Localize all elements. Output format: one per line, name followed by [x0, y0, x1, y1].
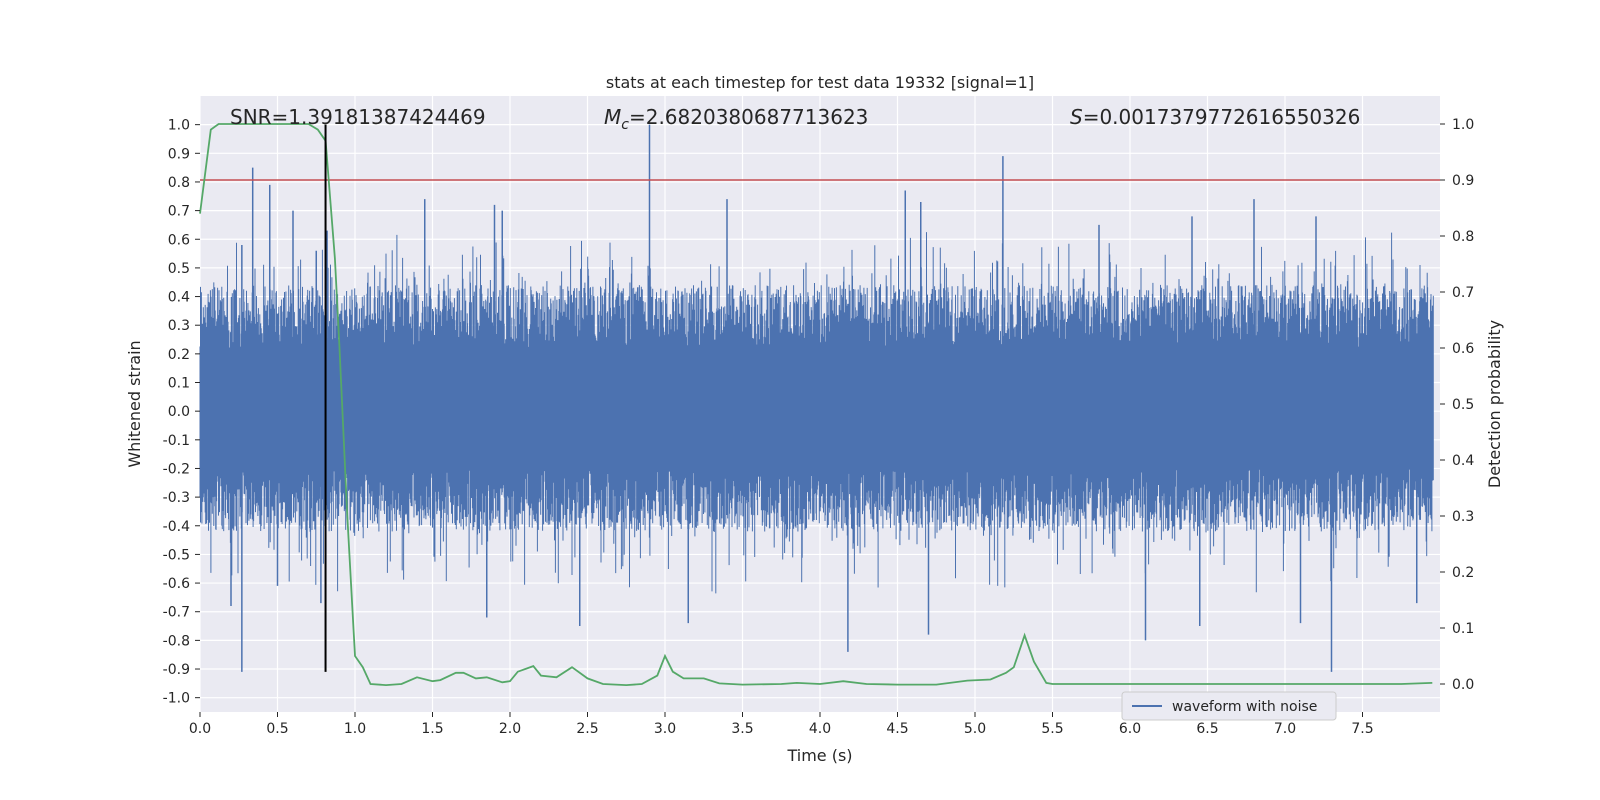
y2-tick-label-8: 0.2 [1452, 565, 1474, 581]
mc-value: =2.6820380687713623 [629, 105, 868, 129]
probability-series [199, 123, 1433, 687]
y-tick-label-3: 0.7 [168, 204, 190, 220]
y-tick-label-4: 0.6 [168, 232, 190, 248]
x-tick-label-0: 0.0 [189, 721, 211, 737]
x-tick-label-13: 6.5 [1196, 721, 1218, 737]
y-tick-label-17: -0.7 [163, 605, 190, 621]
x-tick-label-8: 4.0 [809, 721, 831, 737]
x-tick-label-9: 4.5 [886, 721, 908, 737]
x-tick-label-15: 7.5 [1351, 721, 1373, 737]
x-tick-label-1: 0.5 [266, 721, 288, 737]
y2-tick-label-2: 0.8 [1452, 229, 1474, 245]
x-tick-label-12: 6.0 [1119, 721, 1141, 737]
x-tick-label-14: 7.0 [1274, 721, 1296, 737]
y2-axis-label: Detection probability [1485, 320, 1504, 488]
y2-tick-label-7: 0.3 [1452, 509, 1474, 525]
y2-tick-label-4: 0.6 [1452, 341, 1474, 357]
s-symbol: S [1070, 105, 1083, 129]
y-tick-label-13: -0.3 [163, 490, 190, 506]
y-tick-label-7: 0.3 [168, 318, 190, 334]
y-tick-label-18: -0.8 [163, 633, 190, 649]
y-tick-label-16: -0.6 [163, 576, 190, 592]
s-value: =0.0017379772616550326 [1083, 105, 1361, 129]
y2-tick-label-9: 0.1 [1452, 621, 1474, 637]
x-tick-label-4: 2.0 [499, 721, 521, 737]
waveform-noise-band [199, 232, 1434, 594]
y-tick-label-11: -0.1 [163, 433, 190, 449]
y-axis-label: Whitened strain [125, 340, 144, 467]
legend: waveform with noise [1121, 691, 1337, 721]
y-tick-label-9: 0.1 [168, 376, 190, 392]
x-tick-label-5: 2.5 [576, 721, 598, 737]
x-axis-label: Time (s) [786, 746, 852, 765]
snr-annotation: SNR=1.39181387424469 [230, 105, 486, 129]
y-tick-label-0: 1.0 [168, 118, 190, 134]
x-tick-label-3: 1.5 [421, 721, 443, 737]
x-tick-label-11: 5.5 [1041, 721, 1063, 737]
mc-subscript: c [621, 117, 629, 133]
y-tick-label-14: -0.4 [163, 519, 190, 535]
x-tick-label-7: 3.5 [731, 721, 753, 737]
y-tick-label-15: -0.5 [163, 547, 190, 563]
x-tick-label-6: 3.0 [654, 721, 676, 737]
y2-tick-label-6: 0.4 [1452, 453, 1474, 469]
legend-label: waveform with noise [1172, 699, 1317, 715]
y-tick-label-12: -0.2 [163, 461, 190, 477]
y2-tick-label-0: 1.0 [1452, 117, 1474, 133]
y-tick-label-10: 0.0 [168, 404, 190, 420]
y-tick-label-5: 0.5 [168, 261, 190, 277]
probability-line [199, 123, 1433, 687]
y-tick-label-2: 0.8 [168, 175, 190, 191]
y-tick-label-19: -0.9 [163, 662, 190, 678]
chart-title: stats at each timestep for test data 193… [606, 73, 1034, 92]
x-tick-label-2: 1.0 [344, 721, 366, 737]
s-annotation: S=0.0017379772616550326 [1070, 105, 1360, 129]
y-tick-label-8: 0.2 [168, 347, 190, 363]
y2-tick-label-10: 0.0 [1452, 677, 1474, 693]
y-tick-label-1: 0.9 [168, 146, 190, 162]
mc-annotation: Mc=2.6820380687713623 [604, 105, 868, 133]
mc-symbol: M [604, 105, 621, 129]
x-tick-label-10: 5.0 [964, 721, 986, 737]
legend-box [1121, 691, 1337, 721]
y2-tick-label-1: 0.9 [1452, 173, 1474, 189]
y2-tick-label-5: 0.5 [1452, 397, 1474, 413]
y-tick-label-6: 0.4 [168, 290, 190, 306]
axis-ticks: 0.0 0.5 1.0 1.5 2.0 2.5 3.0 3.5 4.0 4.5 5.0 5.5 6.0 6… [163, 117, 1475, 737]
y-tick-label-20: -1.0 [163, 691, 190, 707]
waveform-series [199, 124, 1434, 672]
y2-tick-label-3: 0.7 [1452, 285, 1474, 301]
